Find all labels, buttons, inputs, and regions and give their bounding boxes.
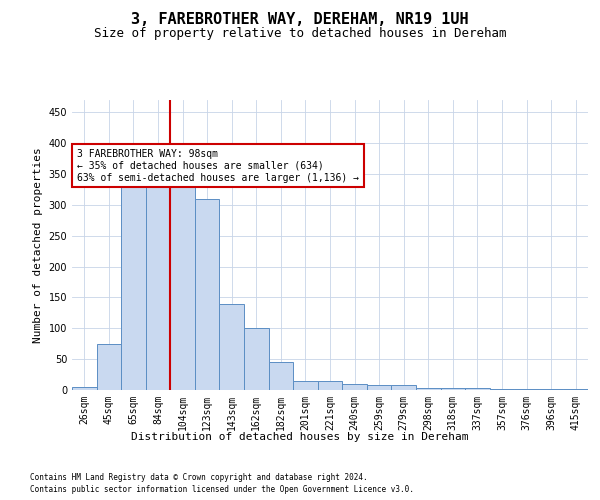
Bar <box>293 380 318 390</box>
Text: Distribution of detached houses by size in Dereham: Distribution of detached houses by size … <box>131 432 469 442</box>
Text: Contains HM Land Registry data © Crown copyright and database right 2024.: Contains HM Land Registry data © Crown c… <box>30 472 368 482</box>
Bar <box>97 344 121 390</box>
Bar <box>195 198 220 390</box>
Bar <box>146 171 170 390</box>
Text: 3, FAREBROTHER WAY, DEREHAM, NR19 1UH: 3, FAREBROTHER WAY, DEREHAM, NR19 1UH <box>131 12 469 28</box>
Bar <box>465 388 490 390</box>
Bar <box>269 362 293 390</box>
Bar <box>514 389 539 390</box>
Bar <box>318 380 342 390</box>
Text: Size of property relative to detached houses in Dereham: Size of property relative to detached ho… <box>94 28 506 40</box>
Bar <box>342 384 367 390</box>
Bar <box>416 388 440 390</box>
Bar <box>391 385 416 390</box>
Bar <box>244 328 269 390</box>
Text: 3 FAREBROTHER WAY: 98sqm
← 35% of detached houses are smaller (634)
63% of semi-: 3 FAREBROTHER WAY: 98sqm ← 35% of detach… <box>77 150 359 182</box>
Bar <box>170 162 195 390</box>
Bar <box>440 388 465 390</box>
Y-axis label: Number of detached properties: Number of detached properties <box>33 147 43 343</box>
Bar <box>72 387 97 390</box>
Text: Contains public sector information licensed under the Open Government Licence v3: Contains public sector information licen… <box>30 485 414 494</box>
Bar <box>121 184 146 390</box>
Bar <box>367 385 391 390</box>
Bar <box>490 389 514 390</box>
Bar <box>220 304 244 390</box>
